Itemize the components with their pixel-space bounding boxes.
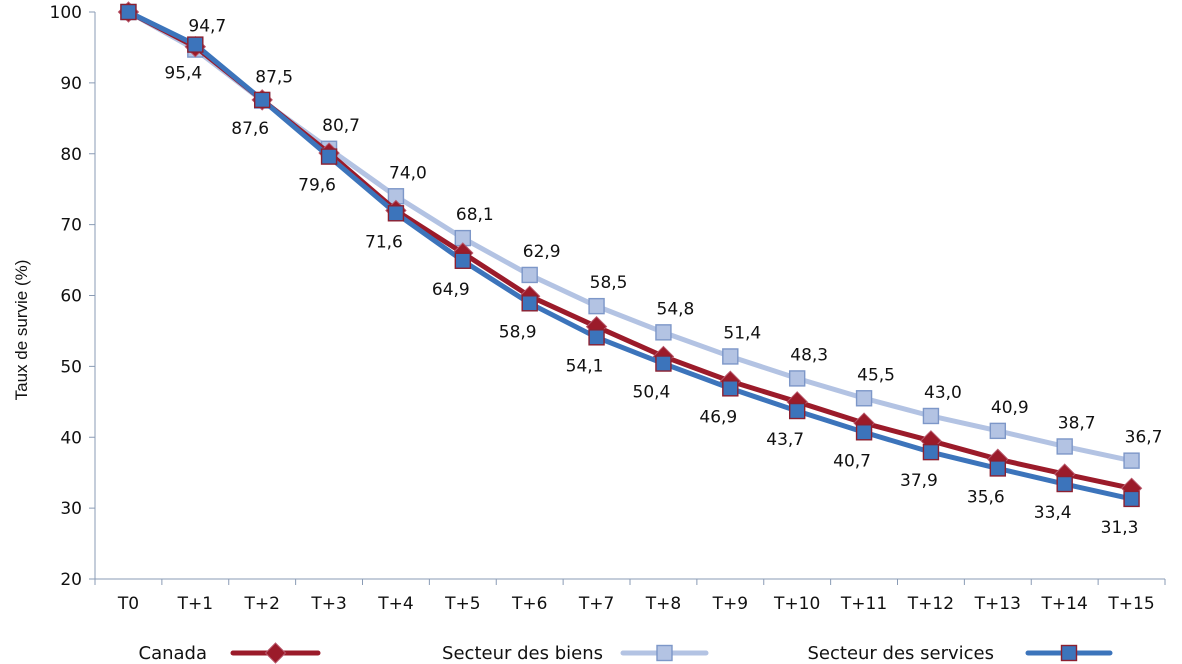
x-tick-label: T0 [117, 594, 139, 614]
y-axis-label: Taux de survie (%) [12, 260, 31, 401]
data-point [1056, 438, 1073, 455]
x-tick-label: T+7 [578, 594, 614, 614]
data-label-biens: 54,8 [657, 299, 695, 319]
data-point [521, 295, 538, 312]
x-tick-label: T+2 [243, 594, 279, 614]
x-tick-label: T+4 [377, 594, 413, 614]
series-line [125, 9, 1135, 502]
data-point [655, 355, 672, 372]
data-label-services: 40,7 [833, 451, 871, 471]
data-label-services: 54,1 [566, 356, 604, 376]
data-label-services: 95,4 [164, 64, 202, 84]
x-tick-label: T+14 [1041, 594, 1088, 614]
data-label-services: 35,6 [967, 487, 1005, 507]
data-point [320, 148, 338, 165]
data-point [120, 3, 137, 21]
data-label-services: 79,6 [298, 176, 336, 196]
legend-item: Canada [139, 642, 321, 664]
data-point [521, 266, 538, 284]
legend-item: Secteur des biens [442, 643, 709, 664]
data-point [922, 407, 940, 425]
y-tick-label: 80 [60, 145, 82, 165]
data-label-services: 43,7 [766, 430, 804, 450]
data-labels-layer: 94,7 87,5 80,7 74,0 68,1 62,9 58,5 54,8 51,4 48,3… [164, 17, 1162, 538]
x-tick-label: T+6 [511, 594, 547, 614]
y-tick-label: 50 [60, 357, 82, 377]
data-point [1123, 490, 1140, 508]
data-label-services: 46,9 [699, 407, 737, 427]
x-tick-label: T+5 [444, 594, 480, 614]
data-point [989, 460, 1007, 477]
data-label-biens: 38,7 [1058, 413, 1096, 433]
series-2 [120, 3, 1140, 508]
chart-axes: 20 30 40 50 60 70 80 90 100 T0 T+1 T+2 T+3 T+4 T+5 T+6 T… [50, 3, 1166, 614]
data-label-biens: 62,9 [523, 242, 561, 262]
legend-label: Secteur des biens [442, 643, 603, 664]
x-tick-label: T+9 [712, 594, 748, 614]
data-label-biens: 45,5 [857, 365, 895, 385]
data-label-services: 71,6 [365, 232, 403, 252]
data-point [655, 324, 672, 341]
x-tick-label: T+1 [177, 594, 213, 614]
y-tick-label: 30 [60, 499, 82, 519]
legend-label: Canada [139, 643, 208, 664]
legend-label: Secteur des services [807, 643, 994, 664]
data-label-services: 33,4 [1034, 503, 1072, 523]
data-label-biens: 87,5 [255, 68, 293, 88]
legend: Canada Secteur des biens Secteur des servi… [139, 642, 1113, 664]
data-point [989, 422, 1007, 440]
y-tick-label: 70 [60, 216, 82, 236]
data-label-biens: 68,1 [456, 205, 494, 225]
data-label-biens: 43,0 [924, 383, 962, 403]
data-label-services: 37,9 [900, 471, 938, 491]
data-point [855, 390, 873, 407]
series-layer [117, 1, 1143, 508]
data-point [1056, 475, 1073, 493]
data-point [253, 91, 271, 109]
data-label-biens: 40,9 [991, 398, 1029, 418]
legend-marker [264, 642, 287, 664]
data-label-services: 58,9 [499, 322, 537, 342]
data-point [187, 36, 204, 53]
y-tick-label: 90 [60, 74, 82, 94]
x-tick-label: T+10 [773, 594, 820, 614]
data-point [588, 297, 605, 315]
data-label-biens: 80,7 [322, 116, 360, 136]
y-tick-label: 60 [60, 287, 82, 307]
x-tick-label: T+8 [645, 594, 681, 614]
legend-item: Secteur des services [807, 643, 1113, 664]
x-tick-label: T+13 [974, 594, 1021, 614]
x-tick-label: T+12 [907, 594, 954, 614]
data-label-services: 50,4 [633, 383, 671, 403]
data-label-biens: 94,7 [188, 17, 226, 37]
data-point [722, 348, 739, 365]
y-tick-label: 20 [60, 570, 82, 590]
data-point [387, 205, 405, 222]
legend-marker [656, 644, 673, 662]
data-label-biens: 51,4 [723, 323, 761, 343]
y-tick-label: 40 [60, 428, 82, 448]
data-point [788, 370, 806, 387]
data-label-biens: 74,0 [389, 163, 427, 183]
x-tick-label: T+11 [840, 594, 887, 614]
data-label-services: 87,6 [231, 119, 269, 139]
y-tick-label: 100 [50, 3, 82, 23]
data-label-services: 31,3 [1101, 518, 1139, 538]
data-point [788, 402, 806, 420]
x-tick-label: T+15 [1107, 594, 1154, 614]
data-point [855, 424, 873, 441]
data-point [588, 329, 605, 346]
data-label-biens: 48,3 [790, 345, 828, 365]
data-label-services: 64,9 [432, 280, 470, 300]
x-tick-label: T+3 [310, 594, 346, 614]
data-label-biens: 36,7 [1125, 428, 1163, 448]
data-label-biens: 58,5 [590, 273, 628, 293]
data-point [722, 380, 739, 397]
data-point [922, 443, 940, 461]
data-point [1123, 452, 1140, 469]
legend-marker [1060, 644, 1078, 662]
data-point [454, 252, 472, 269]
